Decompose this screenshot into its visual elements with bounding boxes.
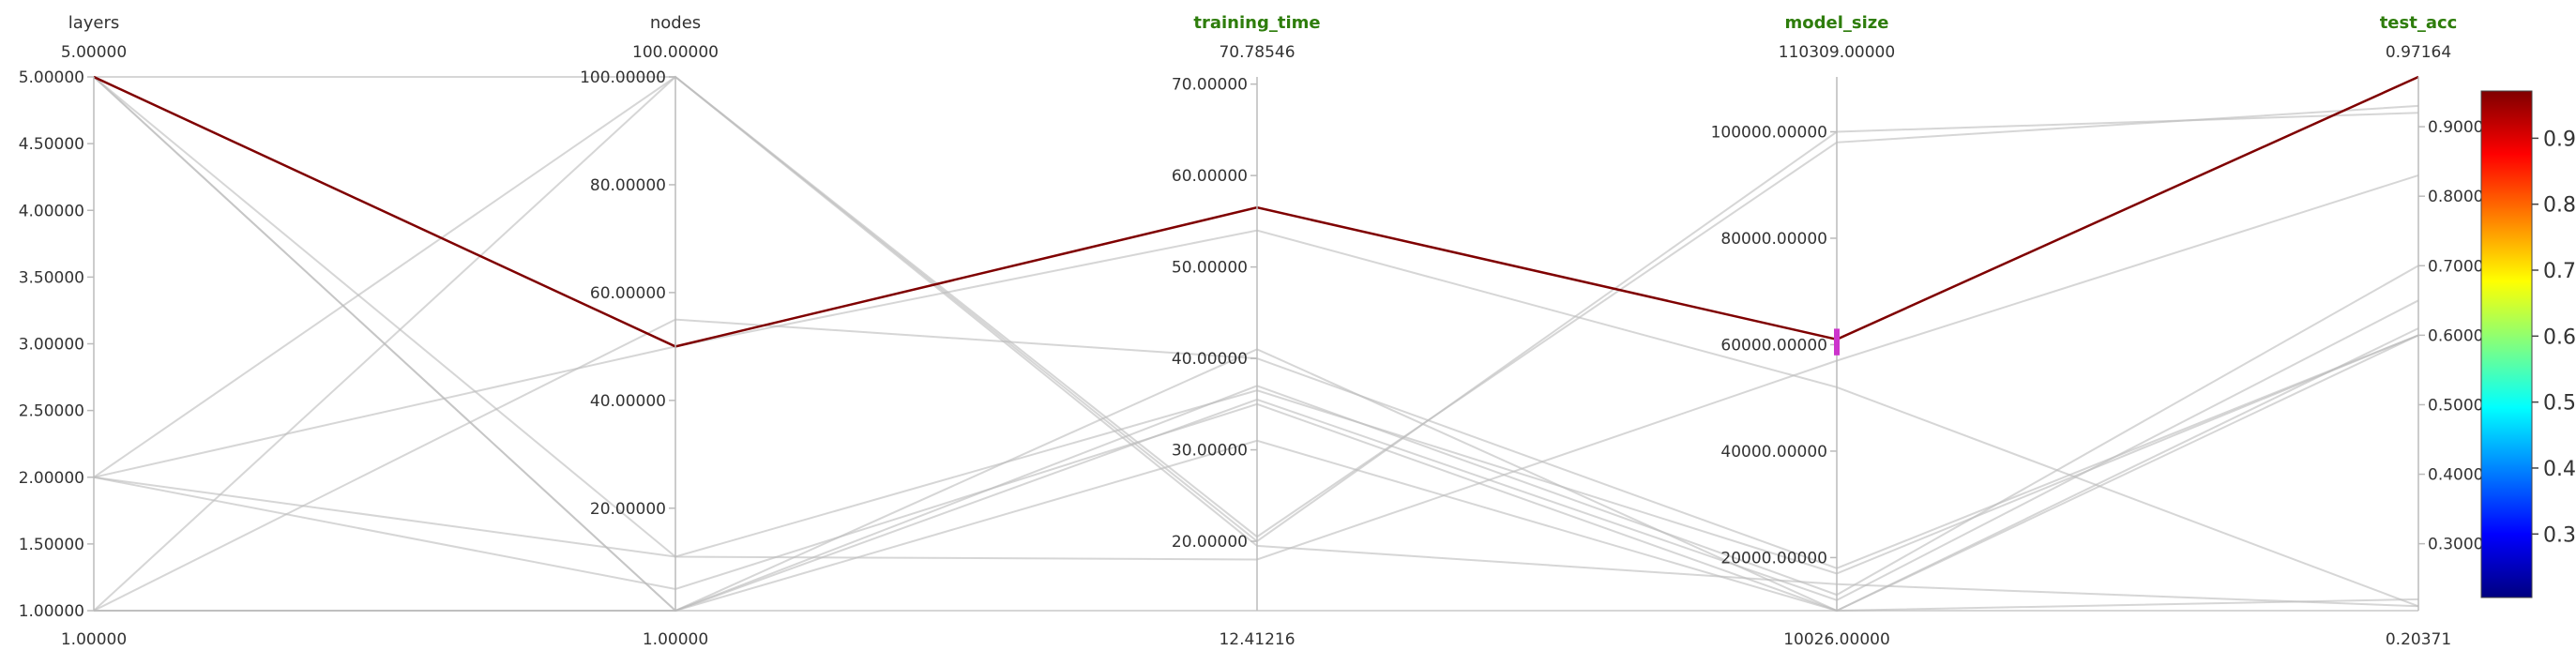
- colorbar-gradient: [2480, 90, 2533, 598]
- model-size-tick-label: 40000.00000: [1720, 443, 1827, 462]
- nodes-axis-max: 100.00000: [632, 43, 719, 62]
- nodes-tick-label: 20.00000: [590, 500, 666, 519]
- model-size-tick-label: 60000.00000: [1720, 336, 1827, 355]
- training-time-axis-max: 70.78546: [1219, 43, 1295, 62]
- nodes-tick-label: 60.00000: [590, 284, 666, 303]
- test-acc-tick-label: 0.40000: [2428, 466, 2493, 485]
- record-line: [93, 75, 2419, 538]
- test-acc-tick-label: 0.60000: [2428, 326, 2493, 345]
- test-acc-tick-label: 0.90000: [2428, 118, 2493, 137]
- training-time-tick-label: 30.00000: [1172, 442, 1248, 461]
- test-acc-tick-label: 0.50000: [2428, 396, 2493, 415]
- record-line: [94, 76, 2419, 608]
- colorbar-tick-label: 0.6: [2543, 325, 2576, 349]
- nodes-tick-label: 80.00000: [590, 176, 666, 195]
- polyline-layer: [93, 75, 2419, 613]
- model-size-tick-label: 20000.00000: [1720, 549, 1827, 568]
- training-time-axis-title: training_time: [1193, 13, 1320, 33]
- layers-tick-label: 5.00000: [19, 68, 84, 87]
- record-line: [93, 327, 2419, 613]
- model-size-axis-min: 10026.00000: [1783, 630, 1890, 649]
- test-acc-tick-label: 0.80000: [2428, 188, 2493, 206]
- colorbar-tick-label: 0.3: [2543, 523, 2576, 547]
- nodes-axis-title: nodes: [650, 13, 701, 33]
- training-time-tick-label: 40.00000: [1172, 350, 1248, 369]
- layers-tick-label: 2.50000: [19, 402, 84, 421]
- model-size-axis-max: 110309.00000: [1779, 43, 1895, 62]
- test-acc-axis-max: 0.97164: [2386, 43, 2451, 62]
- layers-tick-label: 1.00000: [19, 602, 84, 621]
- axes-layer: layers 5.00000 1.00000 1.00000 1.50000 2.0000…: [19, 13, 2494, 649]
- training-time-tick-label: 50.00000: [1172, 259, 1248, 278]
- record-line: [93, 318, 2419, 612]
- nodes-axis-min: 1.00000: [643, 630, 708, 649]
- colorbar-tick-label: 0.4: [2543, 458, 2576, 481]
- training-time-tick-label: 70.00000: [1172, 76, 1248, 95]
- record-line: [94, 334, 2419, 613]
- colorbar: 0.3 0.4 0.5 0.6 0.7 0.8 0.9: [2480, 90, 2576, 598]
- nodes-tick-label: 40.00000: [590, 392, 666, 411]
- model-size-axis-title: model_size: [1785, 13, 1889, 33]
- test-acc-tick-label: 0.30000: [2428, 536, 2493, 554]
- colorbar-tick-label: 0.7: [2543, 260, 2576, 283]
- selection-brush: [1834, 328, 1840, 356]
- layers-tick-label: 3.50000: [19, 268, 84, 287]
- record-line: [93, 76, 2419, 613]
- training-time-tick-label: 20.00000: [1172, 533, 1248, 552]
- test-acc-tick-label: 0.70000: [2428, 257, 2493, 276]
- training-time-tick-label: 60.00000: [1172, 167, 1248, 186]
- layers-tick-label: 4.00000: [19, 202, 84, 220]
- layers-axis-max: 5.00000: [61, 43, 127, 62]
- test-acc-axis-min: 0.20371: [2386, 630, 2451, 649]
- nodes-tick-label: 100.00000: [580, 68, 666, 87]
- colorbar-tick-label: 0.9: [2543, 128, 2576, 151]
- layers-tick-label: 4.50000: [19, 135, 84, 154]
- colorbar-tick-label: 0.8: [2543, 194, 2576, 218]
- training-time-axis-min: 12.41216: [1219, 630, 1295, 649]
- selected-record-line: [93, 75, 2419, 348]
- layers-tick-label: 3.00000: [19, 336, 84, 355]
- colorbar-tick-label: 0.5: [2543, 392, 2576, 416]
- model-size-tick-label: 80000.00000: [1720, 230, 1827, 249]
- record-line: [93, 334, 2419, 575]
- record-line: [93, 76, 2419, 561]
- record-line: [93, 75, 2419, 612]
- model-size-tick-label: 100000.00000: [1711, 123, 1827, 142]
- layers-tick-label: 1.50000: [19, 536, 84, 554]
- test-acc-axis-title: test_acc: [2380, 13, 2458, 33]
- layers-axis-min: 1.00000: [61, 630, 127, 649]
- record-line: [93, 76, 2419, 613]
- layers-tick-label: 2.00000: [19, 469, 84, 488]
- layers-axis-title: layers: [68, 13, 120, 33]
